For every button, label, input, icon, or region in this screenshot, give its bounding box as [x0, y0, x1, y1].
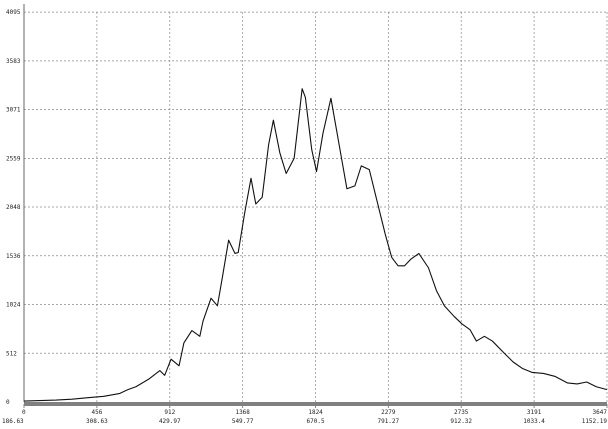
x-tick-sublabel: 549.77	[232, 418, 254, 425]
x-axis-baseline	[24, 402, 607, 406]
x-tick-labels: 0 186.63 456 308.63 912 429.97 1368 549.77 1824 6…	[2, 409, 607, 425]
x-tick-sublabel: 912.32	[450, 418, 472, 425]
y-tick-label: 512	[6, 350, 17, 357]
x-tick-label: 2735	[454, 409, 469, 416]
y-tick-label: 3071	[6, 107, 21, 114]
x-tick-sublabel: 791.27	[377, 418, 399, 425]
y-tick-labels: 0 512 1024 1536 2048 2559 3071 3583 4095	[6, 9, 21, 406]
series-line	[23, 88, 608, 402]
series-layer	[23, 88, 608, 402]
x-tick-label: 456	[91, 409, 102, 416]
y-tick-label: 4095	[6, 9, 21, 16]
x-tick-label: 2279	[381, 409, 396, 416]
y-tick-label: 0	[6, 399, 10, 406]
y-tick-label: 3583	[6, 58, 21, 65]
x-tick-sublabel: 670.5	[307, 418, 325, 425]
x-tick-sublabel: 308.63	[86, 418, 108, 425]
x-tick-label: 912	[164, 409, 175, 416]
grid	[24, 11, 608, 402]
y-tick-label: 2559	[6, 155, 21, 162]
y-tick-label: 1024	[6, 302, 21, 309]
x-tick-label: 0	[22, 409, 26, 416]
x-tick-label: 3647	[593, 409, 608, 416]
x-tick-sublabel: 1033.4	[523, 418, 545, 425]
x-tick-label: 1368	[235, 409, 250, 416]
x-tick-label: 1824	[308, 409, 323, 416]
axes	[23, 4, 608, 408]
x-tick-sublabel: 429.97	[159, 418, 181, 425]
x-tick-sublabel: 1152.19	[582, 418, 608, 425]
y-tick-label: 1536	[6, 253, 21, 260]
x-tick-label: 3191	[527, 409, 542, 416]
x-tick-sublabel: 186.63	[2, 418, 24, 425]
y-tick-label: 2048	[6, 204, 21, 211]
